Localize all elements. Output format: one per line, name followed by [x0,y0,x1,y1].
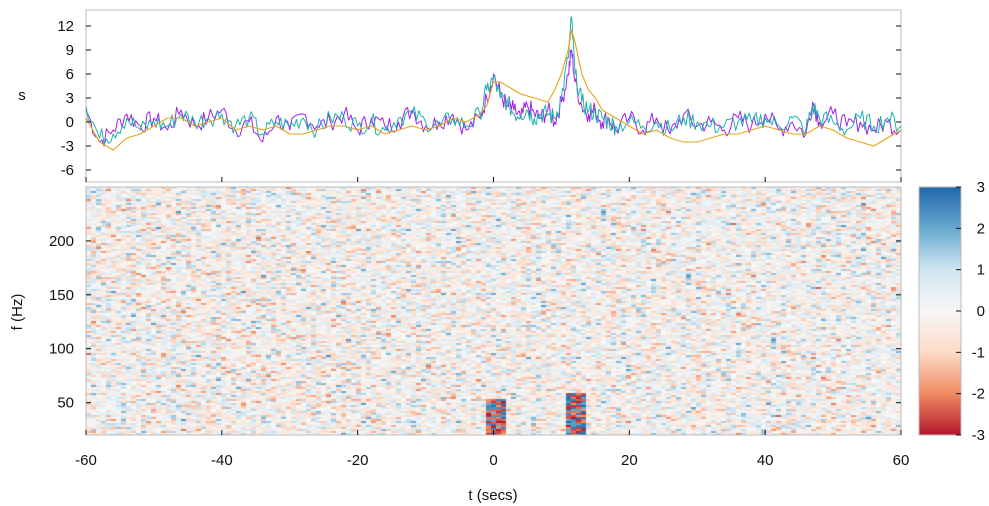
time-series-y-tick-label: 6 [66,66,74,83]
colorbar-gradient [918,186,962,436]
time-series-lines [86,16,901,151]
colorbar-tick-label: 3 [977,179,985,196]
spectrogram-y-tick-label: 200 [49,233,74,250]
colorbar-ticks: -3 -2 -1 0 1 2 3 [956,179,985,444]
colorbar-tick-label: -1 [972,344,985,361]
spectrogram-y-tick-label: 50 [57,395,74,412]
time-series-frame [85,9,902,183]
time-series-y-tick-label: 3 [66,90,74,107]
time-series-y-tick-label: -3 [61,138,74,155]
spectrogram-x-ticks: -60 -40 -20 0 20 40 60 [75,177,909,469]
spectrogram-y-tick-label: 100 [49,341,74,358]
series-line-3 [86,29,901,151]
time-series-y-tick-label: 9 [66,42,74,59]
spectrogram-x-tick-label: 60 [893,452,910,469]
colorbar-tick-label: -2 [972,386,985,403]
spectrogram-raster [86,187,901,435]
spectrogram-x-tick-label: -60 [75,452,97,469]
time-series-y-ticks: -6 -3 0 3 6 9 12 [57,18,901,179]
colorbar-tick-label: -3 [972,427,985,444]
spectrogram-panel: 50 100 150 200 -60 -40 -20 0 20 40 60 f (Hz) t (s… [9,177,909,504]
series-line-1 [86,49,901,147]
time-series-y-tick-label: 0 [66,114,74,131]
time-series-y-axis-label: s [18,87,26,104]
spectrogram-x-tick-label: -40 [211,452,233,469]
spectrogram-x-tick-label: -20 [347,452,369,469]
time-series-panel: -6 -3 0 3 6 9 12 s [18,9,902,183]
spectrogram-x-tick-label: 0 [489,452,497,469]
colorbar-tick-label: 2 [977,220,985,237]
time-series-y-tick-label: 12 [57,18,74,35]
spectrogram-y-ticks: 50 100 150 200 [49,233,901,412]
spectrogram-heatmap [86,187,901,435]
spectrogram-y-axis-label: f (Hz) [9,294,26,331]
spectrogram-x-axis-label: t (secs) [468,487,517,504]
colorbar-tick-label: 1 [977,262,985,279]
series-line-2 [86,16,901,146]
spectrogram-x-tick-label: 20 [621,452,638,469]
time-series-y-tick-label: -6 [61,162,74,179]
spectrogram-y-tick-label: 150 [49,287,74,304]
colorbar: -3 -2 -1 0 1 2 3 [918,179,985,444]
colorbar-tick-label: 0 [977,303,985,320]
spectrogram-x-tick-label: 40 [757,452,774,469]
